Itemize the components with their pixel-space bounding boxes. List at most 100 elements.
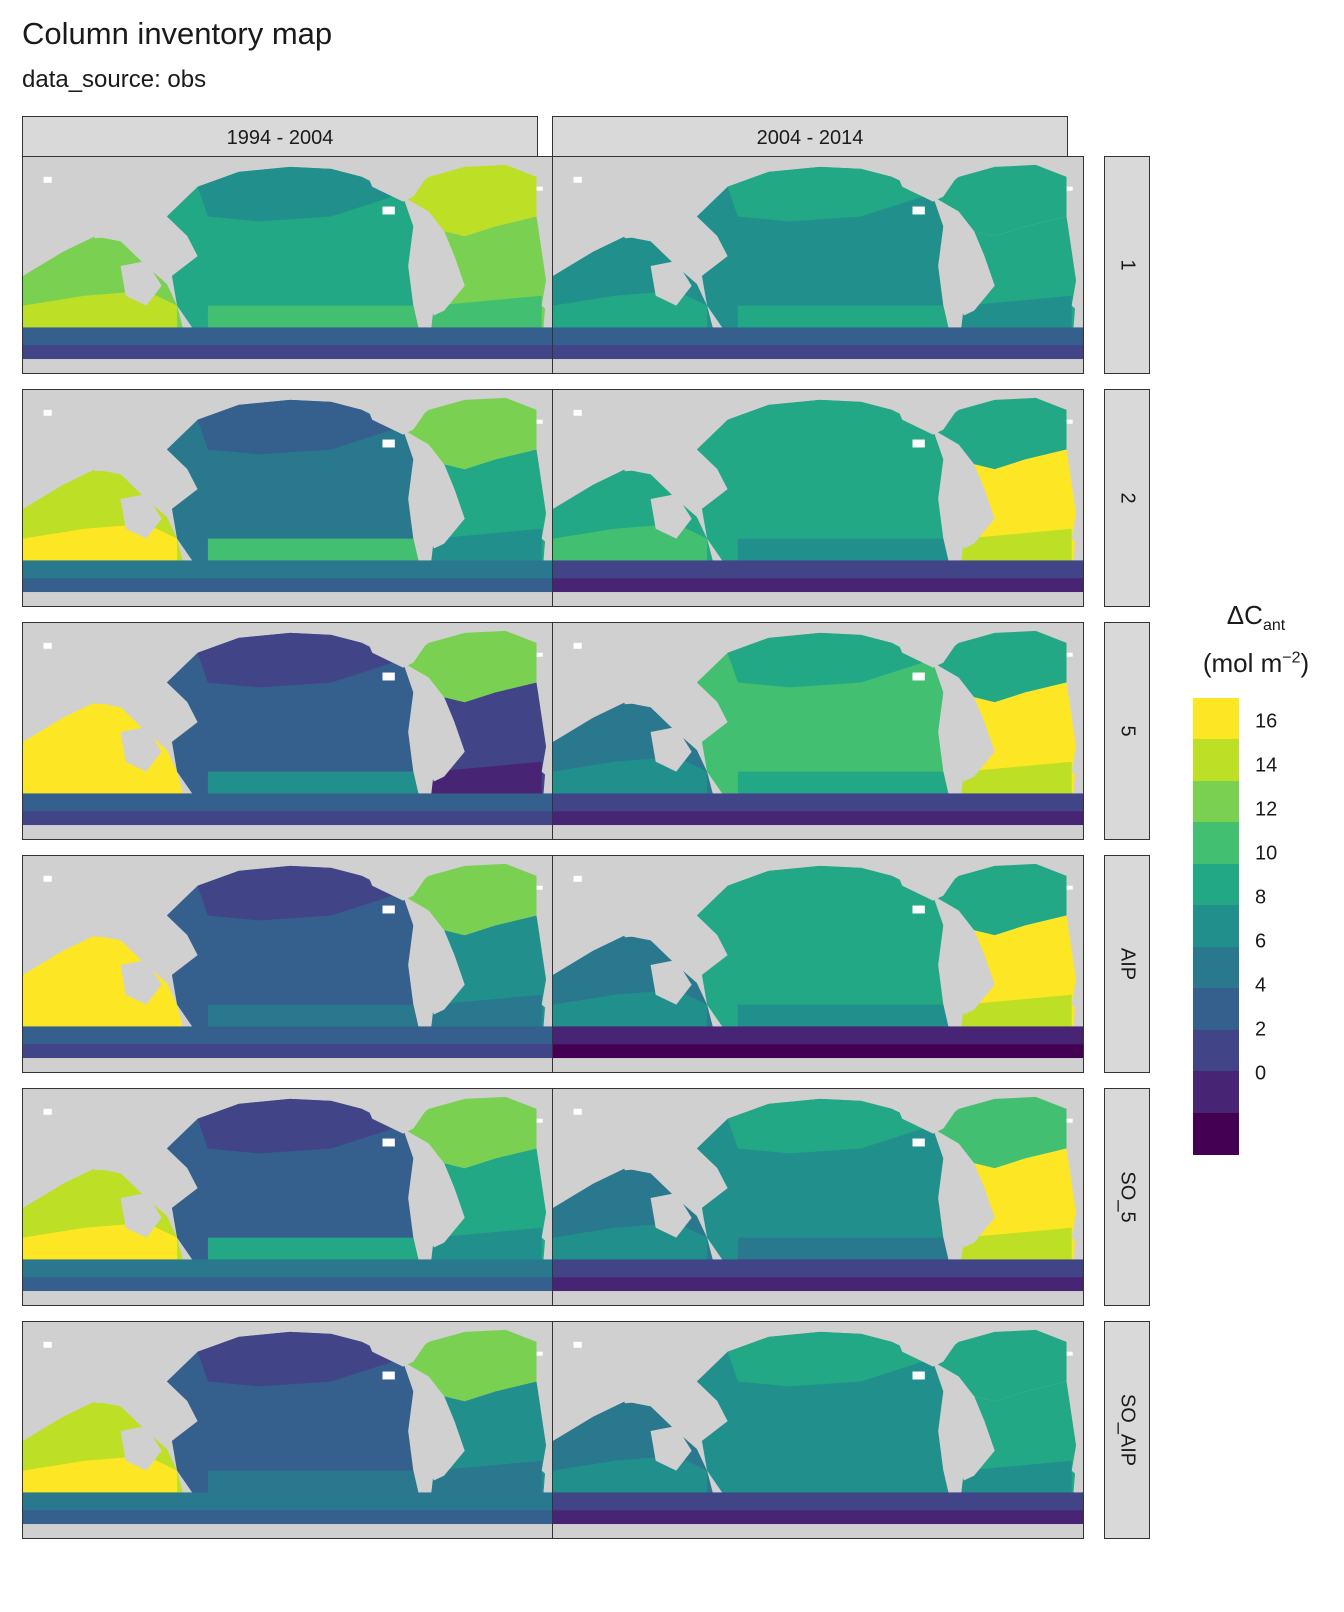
facet-strip-row-2: 2 — [1104, 389, 1150, 607]
facet-strip-row-1: 1 — [1104, 156, 1150, 374]
legend-unit-sup: −2 — [1282, 649, 1301, 667]
legend-swatch — [1193, 739, 1239, 782]
southern-ocean-south — [23, 811, 553, 826]
ice-patch — [382, 439, 395, 448]
legend-tick-label: 16 — [1255, 710, 1278, 733]
ice-patch — [1066, 419, 1073, 424]
legend-colorbar — [1193, 698, 1239, 1155]
australia — [120, 1193, 162, 1238]
north-america — [361, 161, 434, 202]
ice-patch — [43, 875, 52, 882]
ice-patch — [1066, 652, 1073, 657]
atlantic-north — [403, 630, 537, 703]
south-america — [413, 449, 465, 549]
ice-patch — [43, 642, 52, 649]
pacific-north — [197, 399, 393, 455]
legend-swatch — [1193, 1112, 1239, 1155]
ice-patch — [912, 439, 925, 448]
southern-ocean-south — [553, 1044, 1083, 1059]
australia — [120, 960, 162, 1005]
antarctica — [23, 359, 553, 373]
ice-patch — [573, 409, 582, 416]
africa — [536, 865, 553, 1015]
southern-ocean-south — [23, 1277, 553, 1292]
ice-patch — [573, 875, 582, 882]
southern-ocean-south — [553, 1510, 1083, 1525]
africa — [1066, 166, 1083, 316]
ice-patch — [43, 1108, 52, 1115]
africa — [536, 632, 553, 782]
southern-ocean-south — [553, 811, 1083, 826]
legend-swatch — [1193, 988, 1239, 1031]
map-panel — [552, 1321, 1084, 1539]
facet-strip-row-label: 2 — [1116, 492, 1139, 504]
north-america — [891, 1326, 964, 1367]
africa — [536, 399, 553, 549]
southern-ocean-south — [23, 345, 553, 360]
africa — [536, 1331, 553, 1481]
ice-patch — [382, 1371, 395, 1380]
legend-tick-label: 0 — [1255, 1062, 1267, 1085]
ice-patch — [573, 1341, 582, 1348]
australia — [650, 1426, 692, 1471]
legend-tick-label: 8 — [1255, 886, 1267, 909]
atlantic-north — [403, 1329, 537, 1402]
pacific-north — [727, 1098, 923, 1154]
facet-strip-row-label: 5 — [1116, 725, 1139, 737]
ice-patch — [573, 176, 582, 183]
pacific-north — [727, 865, 923, 921]
legend-swatch — [1193, 905, 1239, 948]
south-america — [413, 682, 465, 782]
ice-patch — [912, 1371, 925, 1380]
southern-ocean-south — [553, 1277, 1083, 1292]
legend-unit-suffix: ) — [1300, 648, 1310, 678]
map-panel — [22, 855, 554, 1073]
legend-swatch — [1193, 1029, 1239, 1073]
ice-patch — [573, 1108, 582, 1115]
facet-strip-col-2: 2004 - 2014 — [552, 116, 1068, 160]
legend-title-sub: ant — [1262, 617, 1286, 635]
ice-patch — [43, 409, 52, 416]
ice-patch — [43, 1341, 52, 1348]
arabia — [84, 900, 126, 938]
australia — [650, 1193, 692, 1238]
north-america — [361, 394, 434, 435]
atlantic-north — [933, 1329, 1067, 1402]
legend-tick-label: 10 — [1255, 842, 1278, 865]
south-america — [943, 216, 995, 316]
ice-patch — [1066, 1351, 1073, 1356]
facet-strip-row-4: AIP — [1104, 855, 1150, 1073]
south-america — [413, 1148, 465, 1248]
ice-patch — [1066, 1118, 1073, 1123]
north-america — [891, 161, 964, 202]
ice-patch — [536, 419, 543, 424]
north-america — [891, 627, 964, 668]
australia — [650, 261, 692, 306]
north-america — [891, 860, 964, 901]
ice-patch — [382, 1138, 395, 1147]
africa — [1066, 632, 1083, 782]
atlantic-north — [403, 863, 537, 936]
map-panel — [552, 389, 1084, 607]
facet-strip-row-label: SO_5 — [1116, 1171, 1139, 1223]
australia — [120, 1426, 162, 1471]
antarctica — [553, 1058, 1083, 1072]
plot-title: Column inventory map — [22, 16, 333, 51]
north-america — [361, 1093, 434, 1134]
arabia — [84, 1366, 126, 1404]
north-america — [361, 627, 434, 668]
arabia — [84, 1133, 126, 1171]
south-america — [943, 1148, 995, 1248]
southern-ocean-south — [23, 578, 553, 593]
antarctica — [553, 825, 1083, 839]
map-panel — [22, 622, 554, 840]
plot-subtitle: data_source: obs — [22, 66, 207, 93]
south-america — [943, 915, 995, 1015]
atlantic-north — [933, 630, 1067, 703]
arabia — [614, 667, 656, 705]
arabia — [614, 201, 656, 239]
africa — [1066, 1098, 1083, 1248]
southern-ocean-south — [23, 1510, 553, 1525]
facet-strip-row-label: SO_AIP — [1116, 1393, 1139, 1467]
africa — [1066, 865, 1083, 1015]
